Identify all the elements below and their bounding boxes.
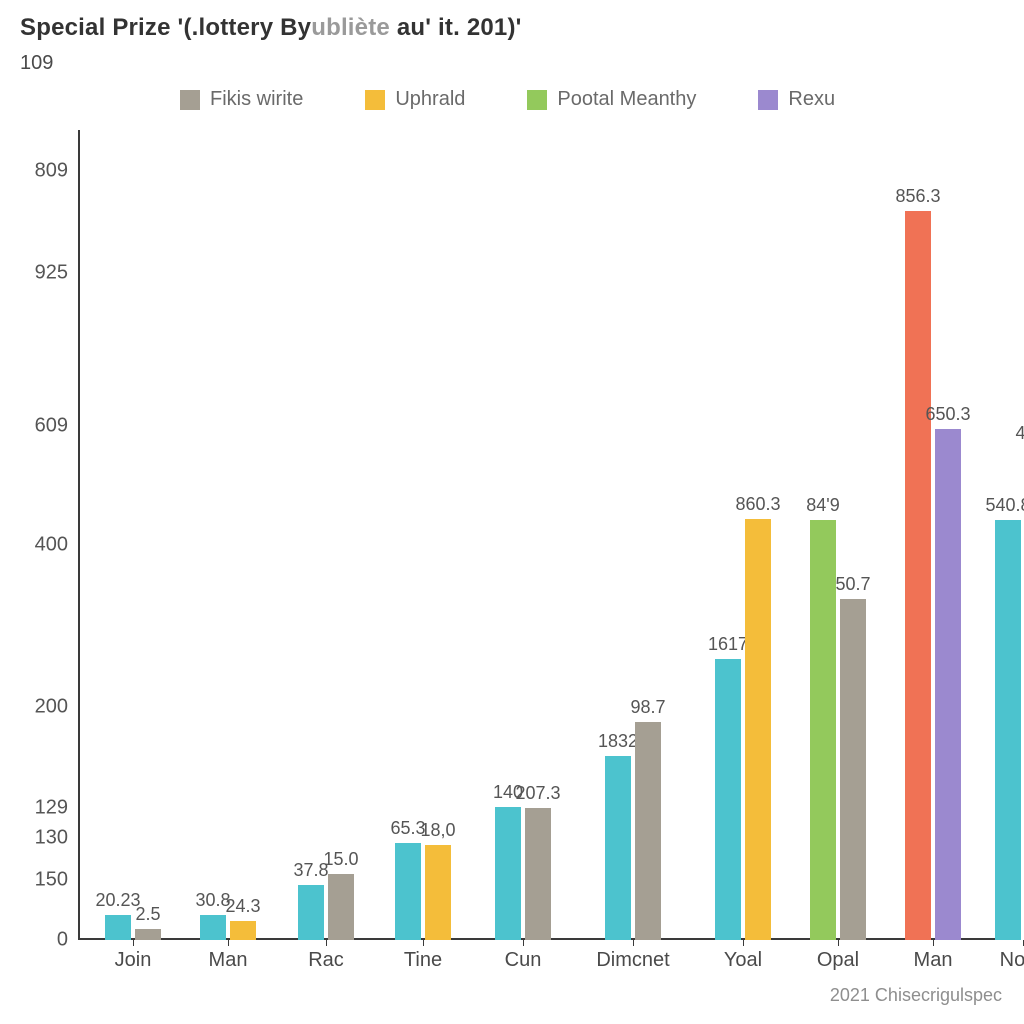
bar-value-label: 1832: [598, 731, 638, 752]
bar-value-label: 860.3: [735, 494, 780, 515]
x-tick-label: Rac: [308, 949, 344, 972]
bar: 2.5: [135, 929, 161, 940]
bar: 18,0: [425, 845, 451, 940]
legend-label: Rexu: [788, 88, 835, 111]
x-tick: [933, 940, 934, 946]
bar-value-label: 98.7: [630, 697, 665, 718]
bar: 650.3: [935, 429, 961, 940]
bar-value-label: 1617: [708, 634, 748, 655]
x-tick: [326, 940, 327, 946]
chart-container: Special Prize '(.lottery Byubliète au' i…: [0, 0, 1024, 1024]
x-tick-label: Join: [115, 949, 152, 972]
bar: 65.3: [395, 843, 421, 940]
y-tick-label: 925: [35, 261, 68, 284]
bar-value-label: 207.3: [515, 783, 560, 804]
bar: 15.0: [328, 874, 354, 940]
legend-swatch: [365, 90, 385, 110]
x-tick: [423, 940, 424, 946]
y-tick-label: 609: [35, 414, 68, 437]
y-tick-label: 200: [35, 695, 68, 718]
bar: 860.3: [745, 519, 771, 940]
chart-title: Special Prize '(.lottery Byubliète au' i…: [20, 14, 522, 42]
legend-item: Fikis wirite: [180, 88, 303, 111]
bar-value-label: 20.23: [95, 890, 140, 911]
x-tick-label: Opal: [817, 949, 859, 972]
y-tick-label: 400: [35, 534, 68, 557]
bar-value-label: 650.3: [925, 404, 970, 425]
bar: 50.7: [840, 599, 866, 940]
bar-value-label: 2.5: [135, 904, 160, 925]
x-tick: [228, 940, 229, 946]
x-tick-label: Nomi: [1000, 949, 1024, 972]
x-tick-label: Yoal: [724, 949, 762, 972]
x-tick: [133, 940, 134, 946]
y-tick-label: 130: [35, 827, 68, 850]
bar-value-label: 540.8: [985, 495, 1024, 516]
y-tick-label: 129: [35, 797, 68, 820]
legend-swatch: [758, 90, 778, 110]
plot-area: 015013012920040060992580920.232.5Join30.…: [78, 150, 998, 940]
bar-value-label: 15.0: [323, 849, 358, 870]
bar: 20.23: [105, 915, 131, 940]
bar: 1617: [715, 659, 741, 940]
legend-label: Pootal Meanthy: [557, 88, 696, 111]
x-tick-label: Man: [209, 949, 248, 972]
x-tick: [523, 940, 524, 946]
title-muted: ubliète: [311, 14, 390, 41]
legend: Fikis wirite Uphrald Pootal Meanthy Rexu: [180, 88, 835, 111]
x-tick-label: Dimcnet: [596, 949, 669, 972]
bar: 84'9: [810, 520, 836, 940]
x-tick-label: Tine: [404, 949, 442, 972]
bar-value-label: 18,0: [420, 820, 455, 841]
y-tick-label: 0: [57, 929, 68, 952]
x-tick: [743, 940, 744, 946]
top-number: 109: [20, 52, 53, 75]
x-tick: [633, 940, 634, 946]
bar: 207.3: [525, 808, 551, 940]
x-tick-label: Cun: [505, 949, 542, 972]
bar: 856.3: [905, 211, 931, 940]
bar: 1832: [605, 756, 631, 940]
legend-swatch: [180, 90, 200, 110]
legend-label: Fikis wirite: [210, 88, 303, 111]
bar: 540.8: [995, 520, 1021, 940]
legend-label: Uphrald: [395, 88, 465, 111]
y-axis: [78, 130, 80, 940]
x-tick: [838, 940, 839, 946]
bar-value-label: 50.7: [835, 574, 870, 595]
legend-swatch: [527, 90, 547, 110]
title-part1: Special Prize '(.lottery By: [20, 14, 311, 41]
legend-item: Uphrald: [365, 88, 465, 111]
y-tick-label: 809: [35, 160, 68, 183]
bar-value-label: 856.3: [895, 186, 940, 207]
legend-item: Rexu: [758, 88, 835, 111]
footer-note: 2021 Chisecrigulspec: [830, 985, 1002, 1006]
title-part2: au' it. 201)': [390, 14, 522, 41]
bar-value-label: 84'9: [806, 495, 839, 516]
bar: 140: [495, 807, 521, 940]
legend-item: Pootal Meanthy: [527, 88, 696, 111]
bar: 98.7: [635, 722, 661, 940]
bar: 37.8: [298, 885, 324, 940]
x-tick-label: Man: [914, 949, 953, 972]
bar-value-label: 462.9: [1015, 423, 1024, 444]
bar: 30.8: [200, 915, 226, 940]
bar: 24.3: [230, 921, 256, 940]
y-tick-label: 150: [35, 869, 68, 892]
bar-value-label: 24.3: [225, 896, 260, 917]
